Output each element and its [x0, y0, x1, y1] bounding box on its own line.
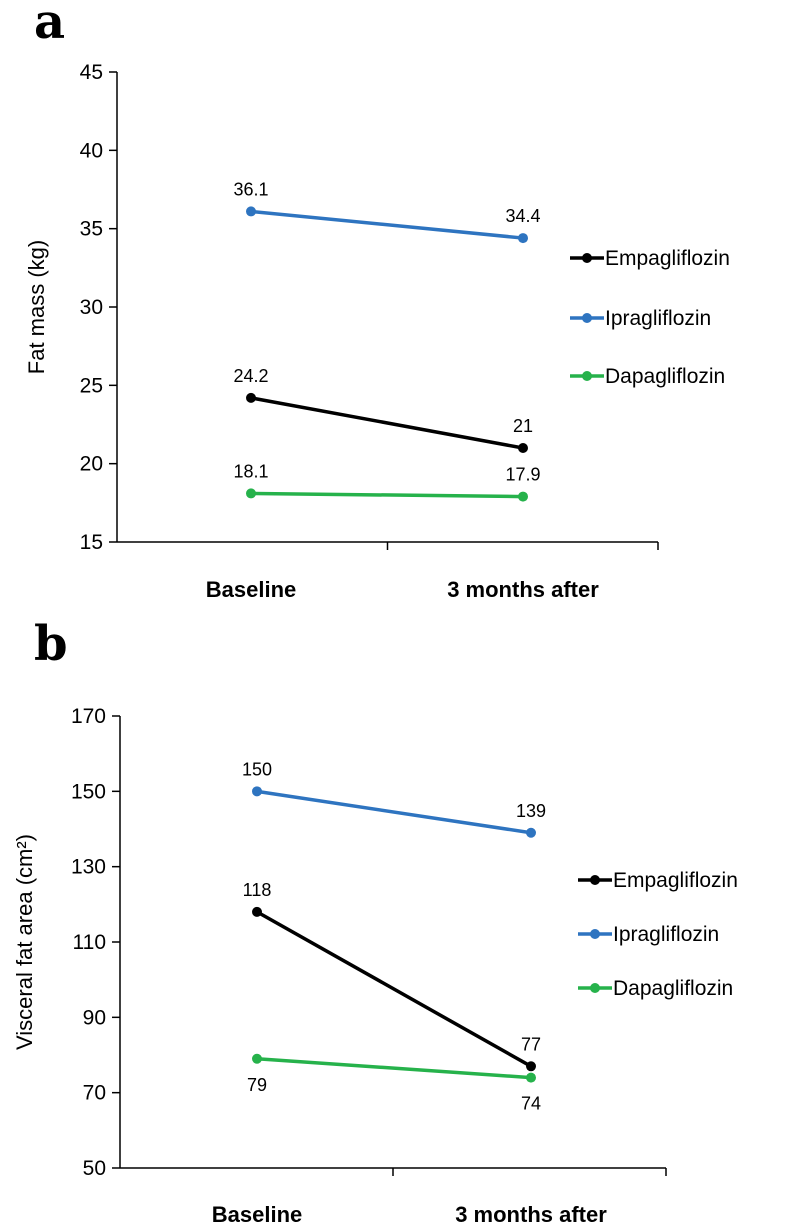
data-point: [252, 906, 262, 917]
data-label: 74: [521, 1094, 541, 1114]
y-tick-label: 45: [80, 61, 103, 84]
data-label: 118: [243, 880, 272, 900]
y-tick-label: 130: [71, 856, 106, 879]
data-point: [526, 1072, 536, 1083]
series-empagliflozin: 118 77: [243, 880, 541, 1072]
data-label: 139: [516, 801, 546, 821]
y-tick-label: 20: [80, 453, 103, 476]
data-label: 17.9: [505, 465, 540, 485]
data-point: [526, 827, 536, 838]
series-empagliflozin: 24.2 21: [233, 366, 533, 453]
legend-entry-empagliflozin: Empagliflozin: [570, 247, 730, 270]
y-tick-label: 90: [83, 1006, 106, 1029]
data-point: [518, 443, 528, 453]
series-line: [256, 789, 532, 835]
data-point: [252, 786, 262, 797]
data-label: 150: [242, 759, 272, 779]
data-label: 18.1: [233, 461, 268, 481]
y-tick-label: 30: [80, 296, 103, 319]
legend-marker: [590, 929, 600, 939]
x-category-label: Baseline: [212, 1202, 303, 1227]
y-tick-label: 70: [83, 1082, 106, 1105]
legend-label: Dapagliflozin: [605, 365, 725, 388]
legend-marker: [582, 371, 592, 381]
series-dapagliflozin: 18.1 17.9: [233, 461, 541, 502]
data-label: 24.2: [233, 366, 268, 386]
legend-marker: [590, 875, 600, 885]
y-tick-label: 170: [71, 705, 106, 728]
chart-panel-a: a 15 20 25 30 35 40 45 Baseline 3 months after Fat…: [24, 0, 730, 602]
y-tick-label: 40: [80, 139, 103, 162]
y-axis-label: Fat mass (kg): [24, 240, 49, 374]
legend-entry-dapagliflozin: Dapagliflozin: [578, 977, 733, 1000]
x-category-label: 3 months after: [447, 577, 599, 602]
series-ipragliflozin: 150 139: [242, 759, 546, 838]
panel-letter: a: [34, 0, 65, 50]
series-line: [256, 910, 532, 1068]
legend-label: Empagliflozin: [613, 869, 738, 892]
legend-label: Ipragliflozin: [613, 923, 719, 946]
y-tick-label: 25: [80, 374, 103, 397]
x-category-label: 3 months after: [455, 1202, 607, 1227]
data-label: 79: [247, 1075, 267, 1095]
y-tick-label: 50: [83, 1157, 106, 1180]
y-tick-label: 15: [80, 531, 103, 554]
data-point: [246, 488, 256, 499]
legend-marker: [582, 313, 592, 323]
data-point: [246, 392, 256, 403]
legend-label: Ipragliflozin: [605, 307, 711, 330]
series-dapagliflozin: 79 74: [247, 1053, 541, 1114]
data-label: 34.4: [505, 206, 540, 226]
legend-entry-ipragliflozin: Ipragliflozin: [578, 923, 719, 946]
y-tick-label: 150: [71, 780, 106, 803]
legend-marker: [582, 253, 592, 263]
legend-label: Dapagliflozin: [613, 977, 733, 1000]
data-label: 36.1: [233, 179, 268, 199]
series-line: [250, 209, 524, 240]
data-point: [526, 1061, 536, 1072]
series-line: [256, 1057, 532, 1080]
y-axis-label: Visceral fat area (cm²): [12, 834, 37, 1050]
data-label: 21: [513, 416, 533, 436]
data-point: [252, 1053, 262, 1064]
legend-entry-dapagliflozin: Dapagliflozin: [570, 365, 725, 388]
legend-entry-ipragliflozin: Ipragliflozin: [570, 307, 711, 330]
legend-marker: [590, 983, 600, 993]
data-point: [518, 491, 528, 502]
y-tick-label: 35: [80, 218, 103, 241]
x-category-label: Baseline: [206, 577, 297, 602]
series-line: [250, 491, 524, 499]
data-point: [518, 233, 528, 244]
series-line: [250, 396, 524, 450]
data-point: [246, 206, 256, 217]
legend-label: Empagliflozin: [605, 247, 730, 270]
data-label: 77: [521, 1034, 541, 1054]
legend-entry-empagliflozin: Empagliflozin: [578, 869, 738, 892]
y-tick-label: 110: [73, 931, 106, 954]
series-ipragliflozin: 36.1 34.4: [233, 179, 541, 244]
panel-letter: b: [34, 616, 68, 672]
chart-panel-b: b 50 70 90 110 130 150 170 Baseline 3 months afte…: [12, 616, 738, 1227]
